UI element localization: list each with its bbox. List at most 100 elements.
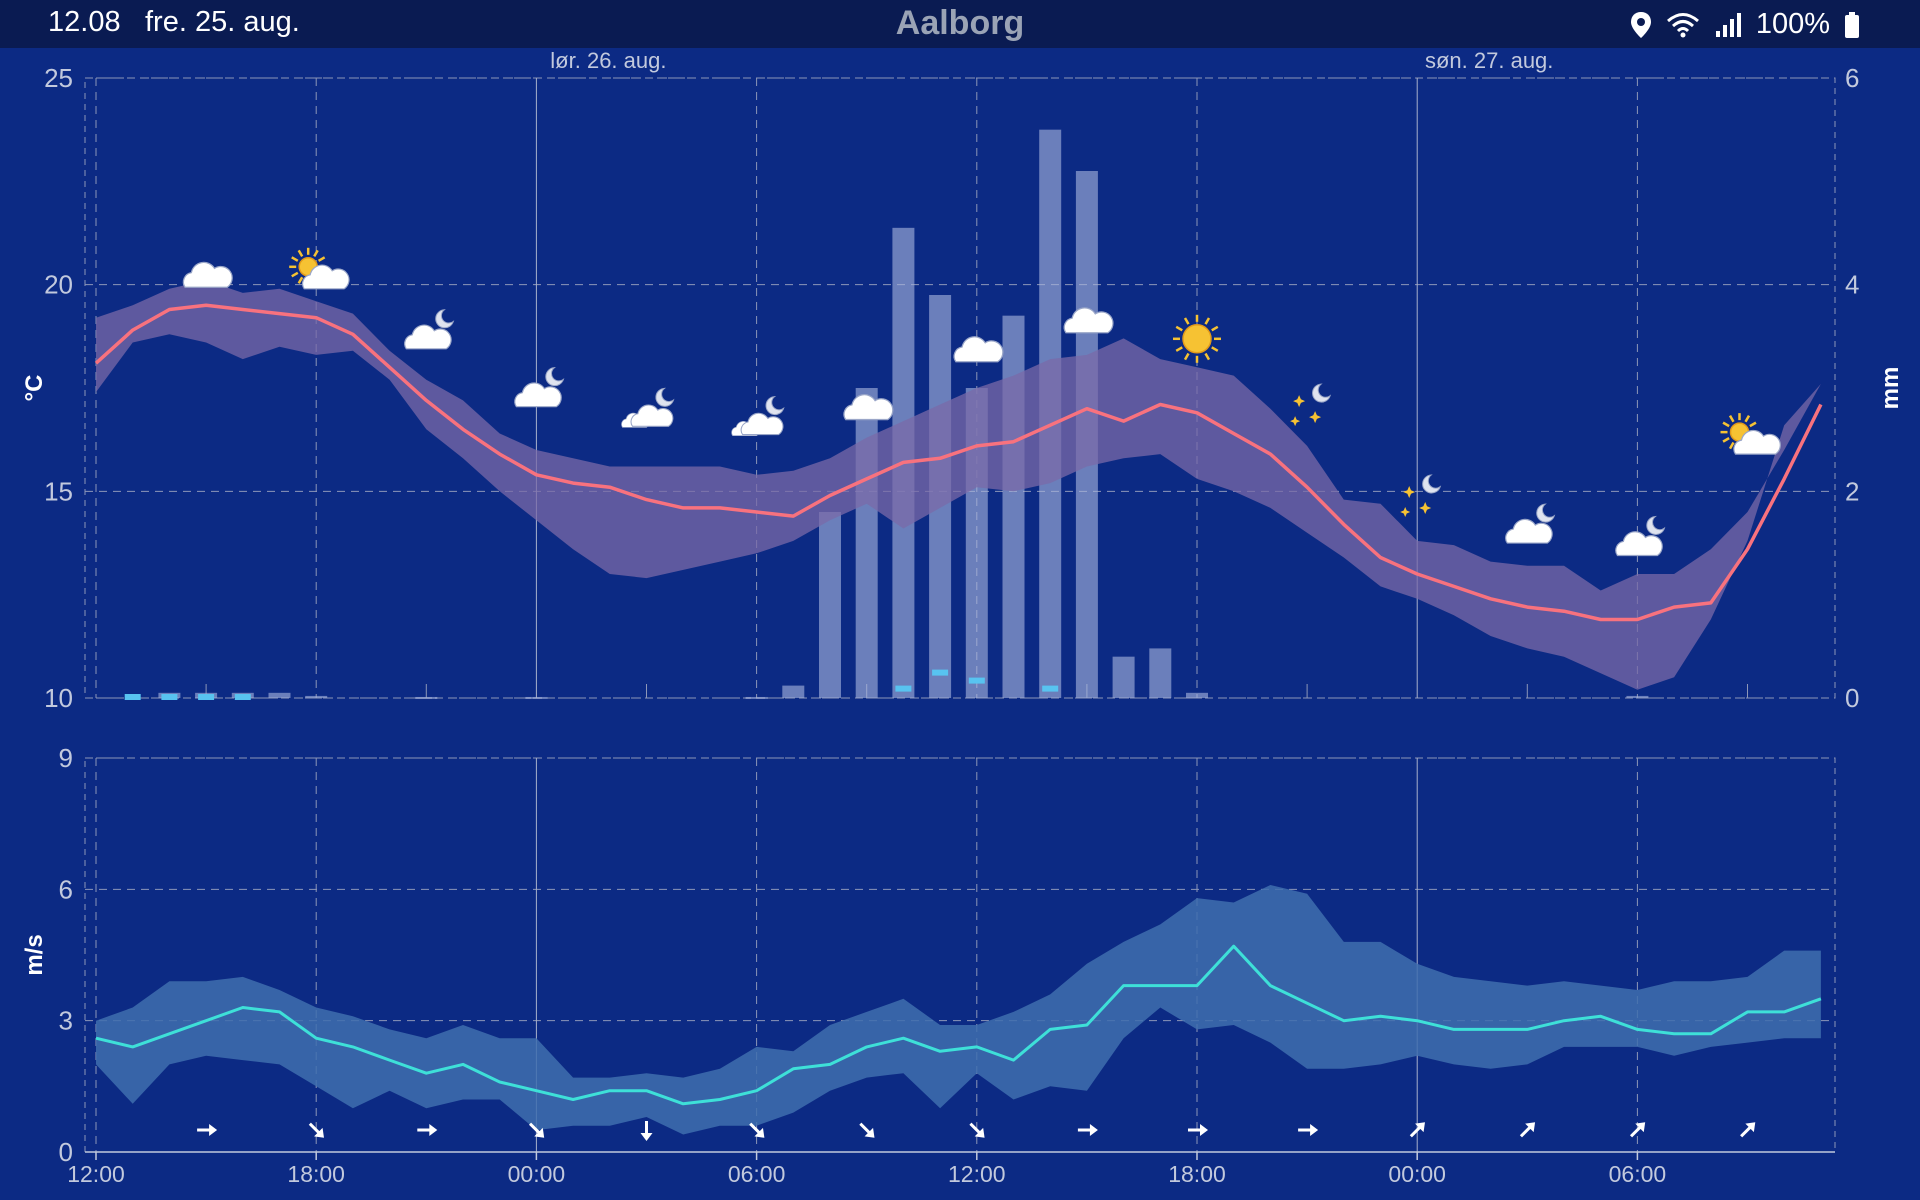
cloud-body — [182, 261, 233, 288]
battery-level: 100% — [1755, 8, 1830, 40]
moon-shape — [765, 396, 785, 416]
sun-ray — [1722, 437, 1730, 443]
sun-ray — [1204, 352, 1211, 361]
star-shape — [1403, 486, 1416, 498]
sun-ray — [1749, 421, 1757, 428]
sun-ray — [1722, 421, 1730, 428]
wind-arrow-icon — [1298, 1124, 1319, 1136]
precipitation-tick-label: 0 — [1845, 683, 1859, 713]
cloud-shape — [302, 264, 350, 290]
sun-ray — [317, 256, 326, 262]
arrow-shaft — [308, 1122, 321, 1135]
wind-arrow-icon — [1077, 1124, 1098, 1136]
star-shape — [1309, 411, 1322, 424]
wind-arrow-icon — [640, 1121, 653, 1141]
cloud-shape — [514, 382, 562, 408]
arrow-shaft — [1519, 1125, 1532, 1138]
wind-direction-arrows — [197, 1121, 1756, 1141]
cloud-shape — [404, 324, 452, 350]
moon-shape — [435, 309, 455, 329]
precipitation-bar — [268, 692, 291, 698]
arrow-head — [534, 1127, 545, 1138]
temperature-tick-label: 20 — [44, 270, 73, 300]
partly-sunny-icon — [289, 247, 350, 290]
cloud-body — [1615, 531, 1663, 557]
cloud-shape — [843, 394, 894, 421]
precipitation-bar — [745, 696, 768, 699]
precipitation-uncertainty-mark — [198, 694, 215, 700]
sun-ray — [291, 271, 299, 278]
arrow-head — [209, 1124, 218, 1136]
wind-arrow-icon — [308, 1122, 324, 1138]
cloud-icon — [182, 261, 233, 288]
temperature-tick-label: 15 — [44, 476, 73, 506]
wind-axis-label: m/s — [21, 934, 48, 975]
sun-ray — [1183, 352, 1190, 361]
sun-shape — [1173, 314, 1221, 363]
cloud-night-icon — [1505, 503, 1556, 544]
temperature-range-band — [96, 280, 1821, 690]
sun-icon — [1173, 314, 1221, 363]
precipitation-bar — [819, 512, 841, 698]
moon-shape — [1646, 515, 1666, 535]
arrow-head — [1089, 1124, 1098, 1136]
precipitation-bar — [1149, 648, 1172, 698]
partly-sunny-icon — [1720, 413, 1781, 455]
temperature-line — [94, 303, 1823, 622]
clear-night-icon — [1290, 383, 1332, 427]
arrow-head — [1415, 1122, 1425, 1133]
arrow-head — [640, 1133, 653, 1141]
arrow-shaft — [969, 1122, 982, 1135]
sun-ray — [1183, 317, 1190, 325]
star-shape — [1293, 395, 1306, 408]
time-tick-label: 06:00 — [728, 1161, 786, 1187]
wind-speed-line — [95, 944, 1822, 1106]
cloud-shape — [953, 336, 1004, 363]
cloud-body — [953, 336, 1004, 363]
cloud-body — [740, 412, 784, 436]
sun-ray — [1744, 415, 1751, 423]
partly-cloudy-night-icon — [621, 387, 675, 428]
arrow-shaft — [1629, 1125, 1642, 1138]
sun-ray — [1175, 325, 1183, 332]
sun-ray — [1204, 317, 1211, 325]
arrow-head — [974, 1127, 985, 1138]
time-tick-label: 18:00 — [1168, 1161, 1226, 1187]
wind-panel: 0 3 6 9 m/s 12:00 18:00 00:00 06:00 12:00 18:00 00:… — [21, 743, 1836, 1187]
temperature-tick-label: 25 — [44, 63, 73, 93]
arrow-head — [1635, 1122, 1646, 1133]
star-shape — [1400, 507, 1411, 517]
moon-shape — [655, 387, 675, 407]
precipitation-bar — [1186, 692, 1208, 698]
wind-tick-label: 3 — [59, 1006, 73, 1036]
precipitation-tick-label: 2 — [1845, 476, 1859, 506]
precipitation-axis-label: mm — [1877, 367, 1904, 410]
cloud-shape — [182, 261, 233, 288]
page-title: Aalborg — [895, 4, 1025, 42]
cloud-shape — [1733, 429, 1781, 455]
status-icons: 100% — [1630, 8, 1860, 41]
precipitation-bar — [415, 696, 438, 699]
cloud-icon — [953, 336, 1004, 363]
sun-ray — [297, 249, 304, 258]
location-icon — [1630, 11, 1651, 38]
cloud-body — [302, 264, 350, 290]
time-tick-label: 18:00 — [287, 1161, 345, 1187]
arrow-head — [314, 1127, 324, 1138]
wind-arrow-icon — [1188, 1124, 1208, 1136]
wind-arrow-icon — [197, 1124, 218, 1136]
sun-ray — [297, 276, 304, 284]
moon-shape — [1422, 474, 1442, 494]
cloud-shape — [630, 404, 674, 427]
sun-ray — [1211, 346, 1219, 352]
temperature-panel: 10 15 20 25 0 2 4 6 °C mm lør. 26. aug. søn. 27. au… — [21, 48, 1904, 713]
wifi-icon — [1666, 12, 1699, 37]
moon-shape — [545, 367, 565, 387]
cloud-shape — [740, 412, 784, 436]
time-tick-label: 00:00 — [508, 1161, 566, 1187]
precipitation-bar — [305, 695, 328, 698]
weather-icons — [182, 247, 1781, 557]
cloud-body — [843, 394, 894, 421]
precipitation-tick-label: 4 — [1845, 270, 1859, 300]
sun-disc — [1182, 324, 1212, 354]
